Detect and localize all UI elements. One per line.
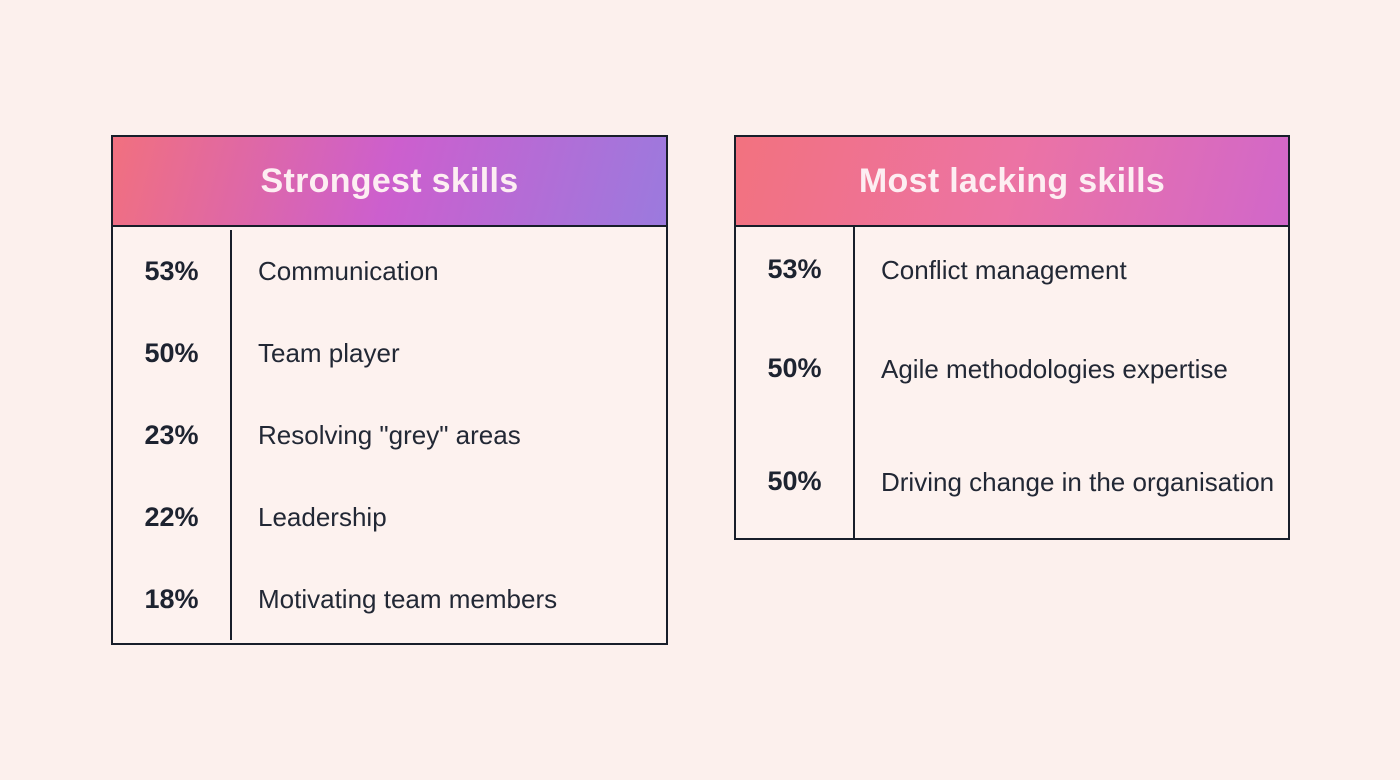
skill-label: Leadership (258, 502, 387, 532)
table-row: 23% Resolving "grey" areas (113, 394, 666, 476)
table-title: Strongest skills (260, 161, 519, 200)
most-lacking-skills-table: Most lacking skills 53% Conflict managem… (734, 135, 1290, 540)
table-title: Most lacking skills (858, 161, 1166, 200)
percent-value: 50% (113, 312, 232, 394)
skill-label: Team player (258, 338, 400, 368)
skill-label: Resolving "grey" areas (258, 420, 521, 450)
most-lacking-skills-header: Most lacking skills (736, 137, 1288, 227)
table-row: 22% Leadership (113, 476, 666, 558)
strongest-skills-table: Strongest skills 53% Communication 50% T… (111, 135, 668, 645)
skill-label: Motivating team members (258, 584, 558, 614)
table-row: 50% Driving change in the organisation (736, 425, 1288, 538)
percent-value: 23% (113, 394, 232, 476)
table-row: 53% Communication (113, 230, 666, 312)
strongest-skills-body: 53% Communication 50% Team player 23% Re… (113, 227, 666, 643)
percent-value: 50% (736, 425, 855, 538)
skill-label: Conflict management (881, 254, 1127, 285)
skill-label: Agile methodologies expertise (881, 353, 1228, 384)
percent-value: 22% (113, 476, 232, 558)
percent-value: 53% (736, 227, 855, 312)
table-row: 53% Conflict management (736, 227, 1288, 312)
table-row: 50% Agile methodologies expertise (736, 312, 1288, 425)
strongest-skills-header: Strongest skills (113, 137, 666, 227)
skill-label: Driving change in the organisation (881, 466, 1275, 497)
table-row: 50% Team player (113, 312, 666, 394)
skill-label: Communication (258, 256, 439, 286)
percent-value: 53% (113, 230, 232, 312)
percent-value: 18% (113, 558, 232, 640)
percent-value: 50% (736, 312, 855, 425)
table-row: 18% Motivating team members (113, 558, 666, 640)
most-lacking-skills-body: 53% Conflict management 50% Agile method… (736, 227, 1288, 538)
